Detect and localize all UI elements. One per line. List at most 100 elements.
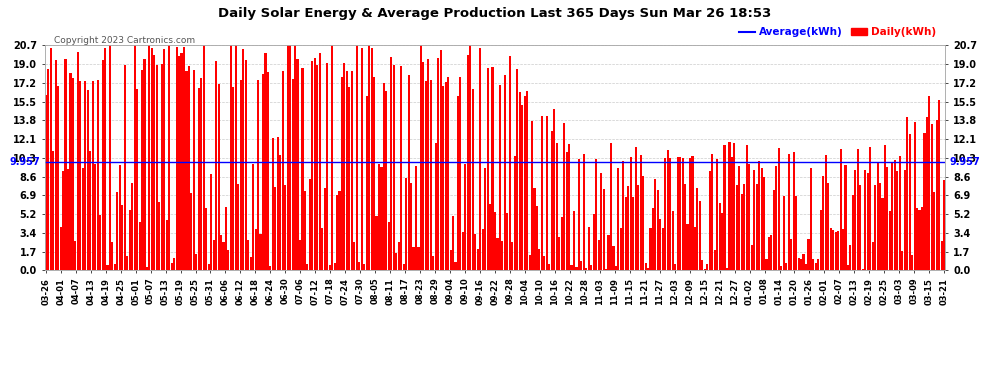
Bar	[936, 120, 938, 270]
Bar	[605, 269, 607, 270]
Bar	[240, 80, 242, 270]
Bar	[373, 77, 375, 270]
Bar	[92, 81, 94, 270]
Bar	[299, 240, 301, 270]
Bar	[575, 267, 577, 270]
Text: Copyright 2023 Cartronics.com: Copyright 2023 Cartronics.com	[53, 36, 195, 45]
Bar	[625, 197, 627, 270]
Bar	[433, 256, 435, 270]
Bar	[691, 156, 694, 270]
Bar	[555, 143, 557, 270]
Bar	[410, 183, 412, 270]
Bar	[252, 164, 254, 270]
Bar	[548, 264, 550, 270]
Bar	[773, 190, 775, 270]
Bar	[248, 240, 249, 270]
Bar	[835, 232, 837, 270]
Bar	[282, 71, 284, 270]
Bar	[170, 263, 172, 270]
Bar	[350, 71, 352, 270]
Bar	[638, 185, 640, 270]
Bar	[793, 152, 795, 270]
Bar	[666, 150, 669, 270]
Bar	[190, 193, 192, 270]
Bar	[358, 262, 360, 270]
Bar	[131, 183, 134, 270]
Bar	[72, 78, 74, 270]
Bar	[871, 242, 874, 270]
Bar	[780, 266, 782, 270]
Bar	[585, 267, 587, 270]
Bar	[813, 260, 815, 270]
Bar	[48, 69, 50, 270]
Bar	[798, 258, 800, 270]
Bar	[598, 240, 600, 270]
Bar	[916, 209, 918, 270]
Bar	[613, 246, 615, 270]
Bar	[851, 195, 854, 270]
Bar	[842, 229, 844, 270]
Bar	[820, 210, 822, 270]
Bar	[82, 168, 84, 270]
Bar	[881, 198, 883, 270]
Bar	[580, 261, 582, 270]
Bar	[539, 249, 541, 270]
Bar	[911, 255, 913, 270]
Bar	[496, 238, 499, 270]
Bar	[228, 250, 230, 270]
Bar	[158, 202, 160, 270]
Bar	[269, 266, 271, 270]
Bar	[669, 158, 671, 270]
Bar	[423, 62, 425, 270]
Bar	[200, 78, 202, 270]
Bar	[748, 164, 750, 270]
Bar	[704, 269, 706, 270]
Bar	[859, 185, 861, 270]
Bar	[760, 168, 762, 270]
Bar	[901, 251, 903, 270]
Bar	[919, 210, 921, 270]
Bar	[501, 241, 504, 270]
Bar	[316, 64, 319, 270]
Bar	[904, 170, 906, 270]
Bar	[220, 236, 222, 270]
Bar	[553, 110, 555, 270]
Bar	[736, 185, 738, 270]
Bar	[218, 84, 220, 270]
Bar	[896, 171, 898, 270]
Bar	[914, 122, 916, 270]
Bar	[906, 117, 908, 270]
Bar	[943, 180, 945, 270]
Bar	[709, 171, 711, 270]
Bar	[828, 183, 830, 270]
Bar	[846, 265, 849, 270]
Bar	[750, 245, 752, 270]
Bar	[486, 68, 489, 270]
Bar	[97, 80, 99, 270]
Bar	[99, 215, 101, 270]
Bar	[112, 242, 114, 270]
Bar	[400, 66, 402, 270]
Bar	[215, 61, 217, 270]
Bar	[134, 45, 136, 270]
Bar	[84, 81, 86, 270]
Bar	[178, 56, 180, 270]
Bar	[445, 82, 446, 270]
Bar	[644, 262, 646, 270]
Bar	[462, 232, 464, 270]
Bar	[262, 74, 264, 270]
Bar	[144, 59, 146, 270]
Bar	[440, 50, 442, 270]
Bar	[940, 241, 942, 270]
Bar	[141, 70, 144, 270]
Bar	[213, 240, 215, 270]
Bar	[536, 207, 538, 270]
Bar	[74, 241, 76, 270]
Bar	[758, 161, 760, 270]
Bar	[656, 190, 659, 270]
Bar	[745, 145, 747, 270]
Bar	[899, 156, 901, 270]
Bar	[600, 173, 602, 270]
Bar	[481, 230, 484, 270]
Bar	[909, 134, 911, 270]
